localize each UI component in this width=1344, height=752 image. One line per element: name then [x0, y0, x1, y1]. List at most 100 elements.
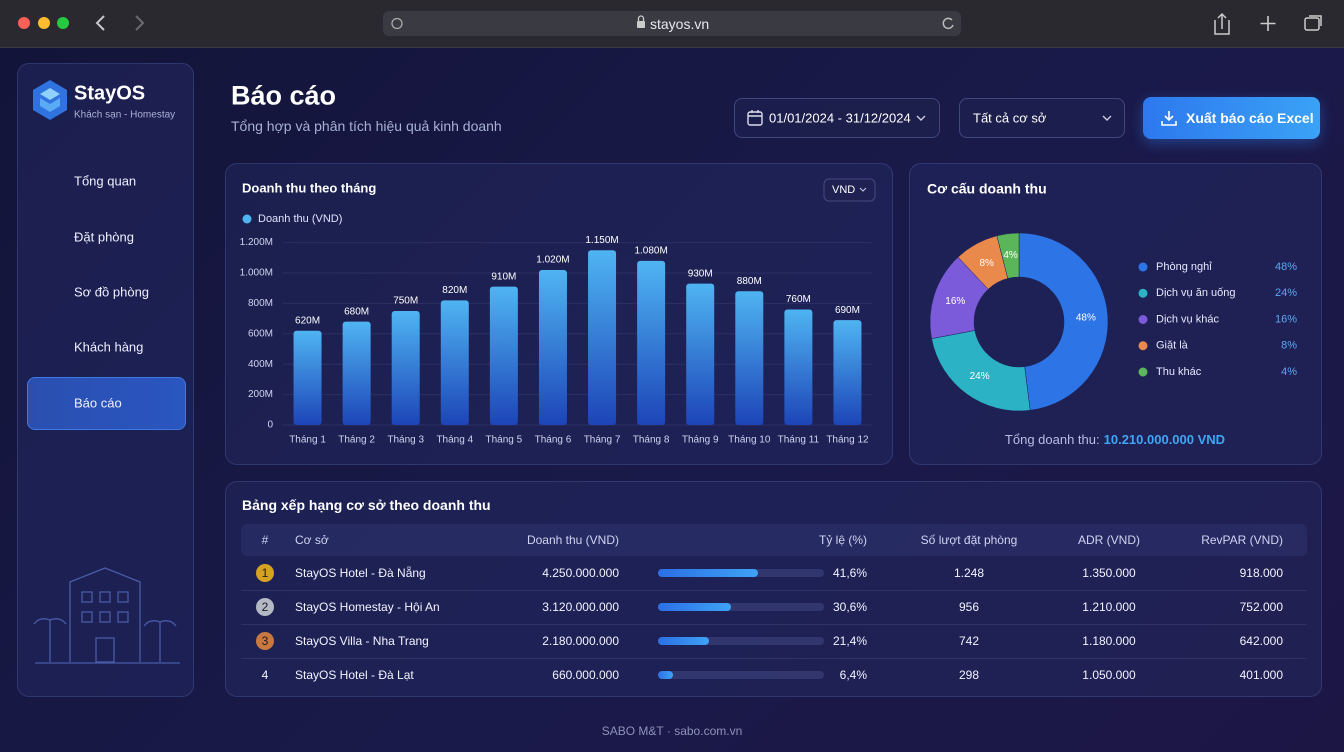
ranking-card [225, 481, 1322, 697]
back-button[interactable] [95, 15, 105, 31]
table-header: RevPAR (VND) [1201, 533, 1283, 547]
table-cell: StayOS Hotel - Đà Lạt [295, 668, 414, 682]
y-tick-label: 0 [267, 420, 273, 431]
date-range-picker[interactable] [734, 98, 940, 138]
value-label: 620M [295, 315, 320, 326]
value-label: 1.020M [536, 255, 569, 266]
y-tick-label: 600M [248, 328, 273, 339]
download-icon [1161, 111, 1177, 126]
y-tick-label: 200M [248, 389, 273, 400]
currency-select[interactable] [823, 178, 876, 202]
row-divider [241, 624, 1307, 625]
y-tick-label: 400M [248, 359, 273, 370]
url-text: stayos.vn [650, 16, 710, 32]
legend-label: Thu khác [1156, 366, 1202, 378]
date-range: 01/01/2024 - 31/12/2024 [769, 110, 911, 126]
table-header: Cơ sở [295, 533, 329, 547]
rank: 3 [261, 634, 269, 648]
export-button[interactable] [1143, 97, 1320, 139]
bar [637, 260, 666, 425]
rank: 4 [261, 668, 269, 682]
nav-item[interactable]: Đặt phòng [74, 229, 134, 245]
table-cell: 6,4% [839, 668, 867, 682]
export-label: Xuất báo cáo Excel [1186, 110, 1314, 126]
bar [538, 269, 567, 425]
chevron [1102, 115, 1112, 121]
rank: 1 [261, 566, 269, 580]
legend-swatch [242, 214, 252, 224]
value-label: 820M [442, 285, 467, 296]
table-cell: 1.210.000 [1082, 600, 1136, 614]
bar [489, 286, 518, 425]
value-label: 930M [688, 268, 713, 279]
total-value: 10.210.000.000 VND [1104, 432, 1225, 447]
value-label: 690M [835, 305, 860, 316]
table-cell: StayOS Hotel - Đà Nẵng [295, 566, 426, 580]
table-title: Bảng xếp hạng cơ sở theo doanh thu [242, 497, 491, 513]
value-label: 750M [393, 296, 418, 307]
bar [833, 320, 862, 425]
table-header: Doanh thu (VND) [526, 533, 619, 547]
table-header: Số lượt đặt phòng [920, 533, 1018, 547]
reload-button[interactable] [942, 17, 954, 30]
legend-value: 16% [1275, 313, 1297, 325]
table-cell: 3.120.000.000 [542, 600, 619, 614]
slice-label: 4% [1003, 250, 1018, 261]
forward-button[interactable] [135, 15, 145, 31]
x-tick-label: Tháng 3 [387, 435, 424, 446]
donut-slice [1018, 232, 1109, 411]
share-bar [658, 637, 710, 645]
legend-swatch [1138, 367, 1148, 377]
legend-swatch [1138, 341, 1148, 351]
table-header: ADR (VND) [1078, 533, 1140, 547]
rank-badge [256, 632, 274, 650]
share-button[interactable] [1214, 12, 1230, 35]
table-cell: 956 [958, 600, 980, 614]
nav-item[interactable]: Tổng quan [74, 173, 137, 189]
legend-value: 8% [1281, 340, 1297, 352]
url-field[interactable] [383, 11, 961, 36]
table-cell: 401.000 [1239, 668, 1283, 682]
x-tick-label: Tháng 4 [436, 435, 473, 446]
facility-select[interactable] [959, 98, 1125, 138]
x-tick-label: Tháng 5 [486, 435, 523, 446]
row-divider [241, 590, 1307, 591]
legend-swatch [1138, 315, 1148, 324]
donut-chart: Cơ cấu doanh thu 48% Phòng nghỉ 48% 24% Dịch … [927, 181, 1297, 448]
nav-item[interactable]: Báo cáo [74, 395, 122, 411]
table-cell: 1.180.000 [1082, 634, 1136, 648]
table-cell: 742 [958, 634, 980, 648]
structure-card [909, 163, 1322, 465]
table-cell: StayOS Homestay - Hội An [295, 600, 440, 614]
table-cell: 2.180.000.000 [542, 634, 619, 648]
table-cell: 752.000 [1239, 600, 1283, 614]
bar [391, 311, 420, 425]
nav-item[interactable]: Sơ đồ phòng [74, 284, 150, 300]
table-cell: 660.000.000 [552, 668, 619, 682]
share-track [658, 637, 824, 645]
legend-label: Giặt là [1156, 340, 1189, 352]
value-label: 760M [786, 294, 811, 305]
slice-label: 16% [945, 296, 965, 307]
x-tick-label: Tháng 6 [535, 435, 572, 446]
currency: VND [832, 184, 855, 196]
tabs-button[interactable] [1304, 17, 1320, 31]
table-header: # [261, 533, 269, 547]
brand-name: StayOS [74, 82, 146, 105]
table-cell: 1.248 [953, 566, 985, 580]
legend-value: 4% [1281, 366, 1297, 378]
logo-icon [33, 80, 67, 120]
share-bar [658, 603, 732, 611]
nav-item[interactable]: Khách hàng [74, 339, 144, 355]
table-cell: 918.000 [1239, 566, 1283, 580]
y-tick-label: 1.200M [240, 237, 273, 248]
new-tab-button[interactable] [1260, 16, 1276, 31]
footer: SABO M&T · sabo.com.vn [601, 724, 743, 738]
bar [784, 309, 813, 425]
page-subtitle: Tổng hợp và phân tích hiệu quả kinh doan… [231, 118, 502, 134]
table-cell: 642.000 [1239, 634, 1283, 648]
legend-swatch [1138, 262, 1148, 272]
x-tick-label: Tháng 8 [633, 435, 670, 446]
value-label: 680M [344, 306, 369, 317]
table-cell: 298 [958, 668, 980, 682]
